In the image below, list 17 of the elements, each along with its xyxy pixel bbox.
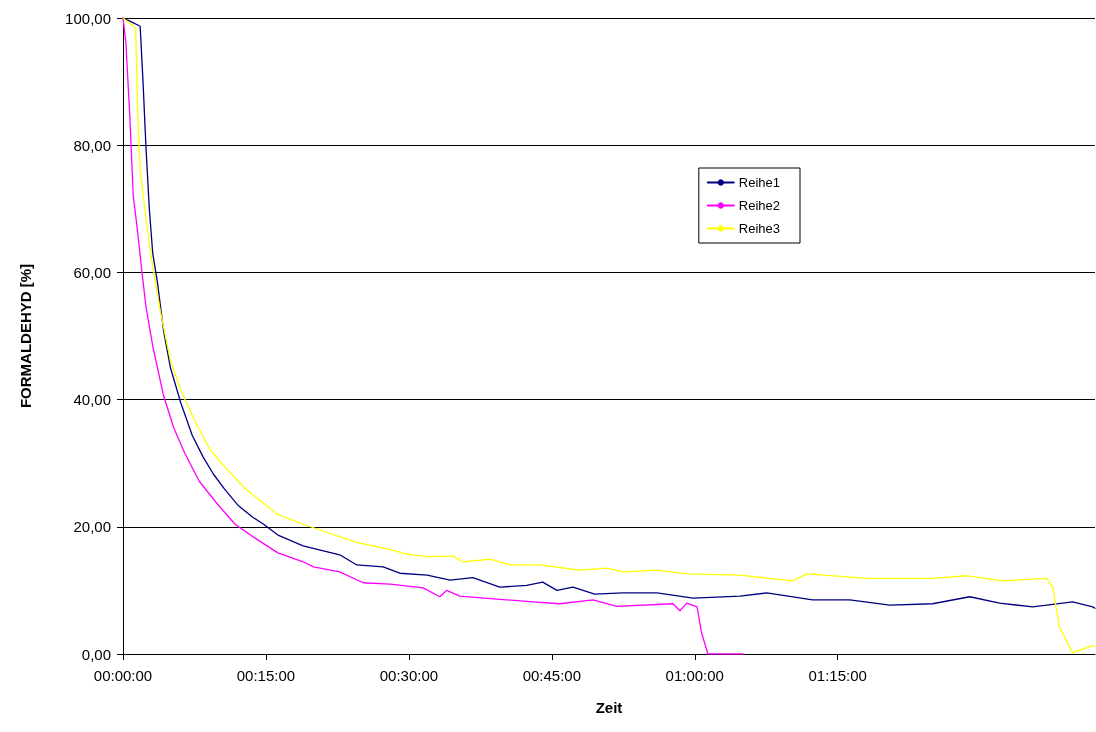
x-axis-title: Zeit [595,699,623,716]
y-tick-label: 20,00 [73,518,111,536]
x-tick-label: 01:15:00 [808,667,867,684]
x-tick-label: 00:00:00 [93,667,153,684]
legend-label: Reihe2 [738,198,781,213]
x-tick-label: 00:15:00 [236,667,296,684]
legend-label: Reihe3 [738,221,781,236]
y-axis-title: FORMALDEHYD [%] [17,263,34,409]
y-tick-label: 80,00 [73,136,111,154]
legend-label: Reihe1 [738,175,781,190]
y-tick-label: 0,00 [81,645,111,663]
y-tick-label: 40,00 [73,391,111,409]
y-tick-label: 100,00 [65,9,111,27]
y-tick-label: 60,00 [73,263,111,281]
x-tick-label: 01:00:00 [665,667,724,684]
x-tick-label: 00:45:00 [522,667,582,684]
x-tick-label: 00:30:00 [379,667,439,684]
